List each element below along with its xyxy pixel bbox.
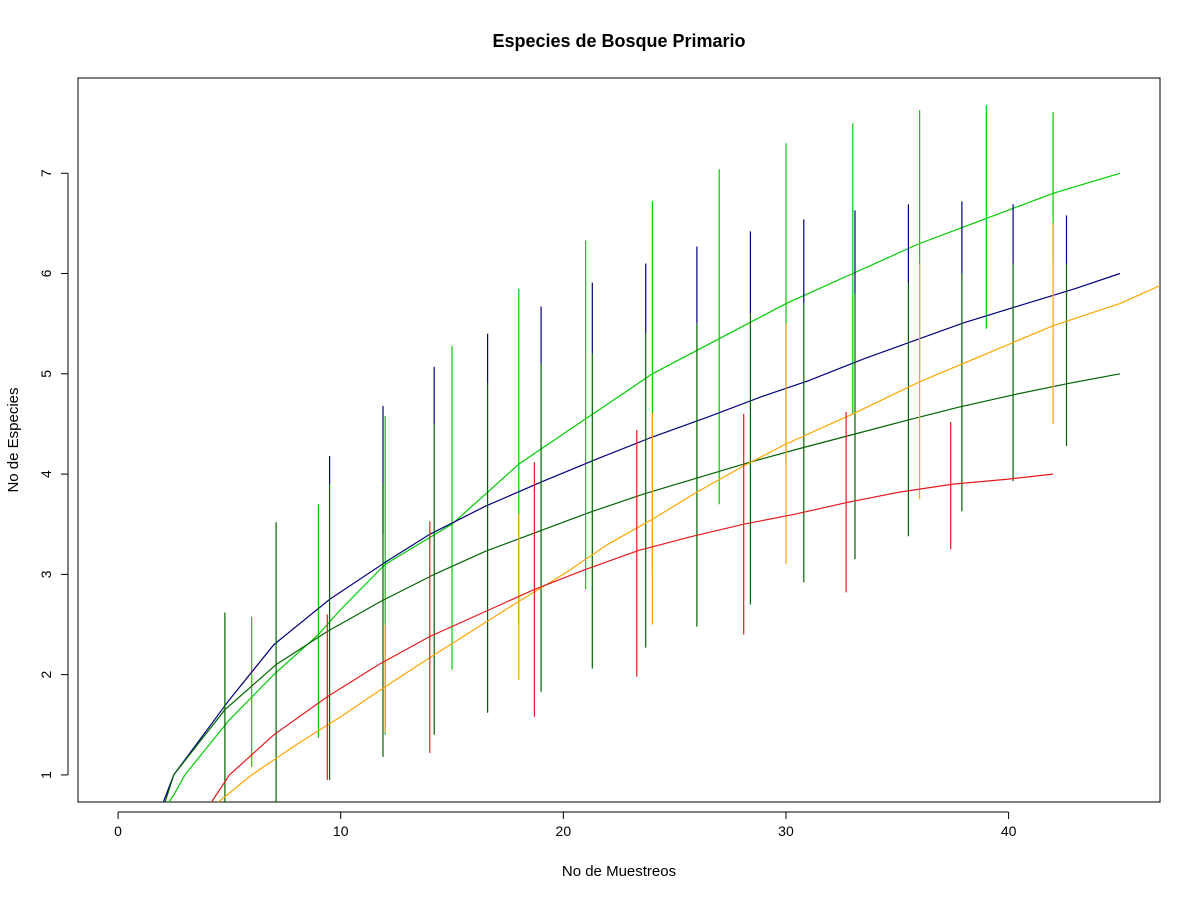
y-tick-label: 4 [38,470,54,478]
y-tick-label: 6 [38,269,54,277]
x-tick-label: 0 [114,823,122,839]
x-tick-label: 40 [1001,823,1017,839]
x-tick-label: 10 [333,823,349,839]
y-tick-label: 7 [38,169,54,177]
x-tick-label: 20 [556,823,572,839]
series-4-line [217,284,1160,802]
plot-frame [77,77,1161,803]
y-tick-label: 5 [38,370,54,378]
y-axis: 1 2 3 4 5 6 7 [38,169,69,779]
series-1-line [168,172,1121,802]
y-tick-label: 2 [38,671,54,679]
series-3 [164,263,1121,802]
series-4 [217,223,1160,802]
series-5-line [210,473,1054,802]
x-axis-label: No de Muestreos [562,863,676,880]
series-layer [162,105,1160,802]
y-axis-label: No de Especies [5,387,22,492]
x-axis: 0 10 20 30 40 [114,811,1017,839]
series-2-line [162,272,1121,802]
series-1 [168,105,1121,802]
y-tick-label: 1 [38,771,54,779]
series-3-line [164,373,1121,802]
series-2 [162,201,1121,802]
y-tick-label: 3 [38,570,54,578]
chart-title: Especies de Bosque Primario [492,31,745,51]
series-5 [210,411,1054,802]
x-tick-label: 30 [778,823,794,839]
